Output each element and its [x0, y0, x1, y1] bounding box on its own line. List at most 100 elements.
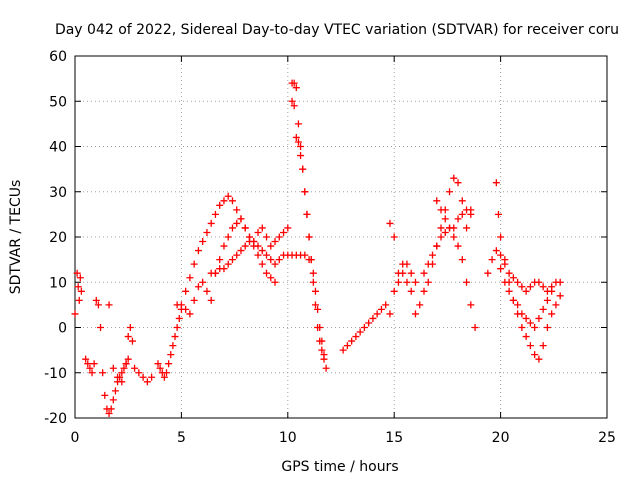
series-arc-2: [82, 296, 132, 417]
series-arc-5: [173, 215, 292, 318]
axis-ticks: 0 5 10 15 20 25 -20 -10 0 10 20 30 40 50 60: [44, 49, 616, 446]
data-point: [343, 342, 351, 350]
data-point: [526, 319, 534, 327]
y-tick-label: 20: [49, 230, 67, 246]
data-point: [373, 310, 381, 318]
series-arc-4: [154, 192, 279, 381]
data-point: [254, 228, 262, 236]
data-point: [258, 260, 266, 268]
data-point: [484, 269, 492, 277]
data-point: [437, 233, 445, 241]
data-point: [501, 256, 509, 264]
data-point: [118, 378, 126, 386]
data-point: [182, 287, 190, 295]
data-point: [497, 251, 505, 259]
data-point: [199, 238, 207, 246]
data-point: [139, 373, 147, 381]
data-point: [94, 301, 102, 309]
data-point: [509, 274, 517, 282]
data-point: [463, 206, 471, 214]
data-point: [463, 278, 471, 286]
data-point: [543, 296, 551, 304]
data-point: [254, 251, 262, 259]
data-point: [535, 355, 543, 363]
x-tick-label: 20: [492, 430, 510, 446]
data-point: [535, 278, 543, 286]
series-arc-8: [288, 97, 328, 359]
data-point: [556, 278, 564, 286]
y-tick-label: 0: [58, 321, 67, 337]
data-point: [190, 296, 198, 304]
data-point: [90, 360, 98, 368]
data-point: [175, 314, 183, 322]
data-point: [267, 274, 275, 282]
y-tick-label: -20: [44, 411, 67, 427]
data-point: [186, 310, 194, 318]
data-point: [420, 287, 428, 295]
data-point: [305, 233, 313, 241]
data-point: [429, 251, 437, 259]
data-point: [258, 224, 266, 232]
data-point: [207, 296, 215, 304]
data-point: [275, 256, 283, 264]
data-point: [71, 310, 79, 318]
data-point: [124, 333, 132, 341]
data-point: [309, 278, 317, 286]
data-point: [433, 197, 441, 205]
data-point: [258, 247, 266, 255]
series-arc-3: [105, 301, 156, 386]
y-tick-label: 40: [49, 140, 67, 156]
data-point: [275, 233, 283, 241]
data-point: [211, 269, 219, 277]
data-point: [505, 269, 513, 277]
data-point: [531, 324, 539, 331]
data-point: [124, 355, 132, 363]
data-point: [394, 278, 402, 286]
x-tick-label: 25: [598, 430, 616, 446]
data-point: [154, 360, 162, 368]
data-point: [92, 296, 100, 304]
data-point: [297, 152, 305, 160]
data-point: [220, 197, 228, 205]
data-point: [86, 364, 94, 372]
data-point: [109, 396, 117, 404]
data-point: [75, 296, 83, 304]
data-point: [211, 210, 219, 218]
data-point: [318, 337, 326, 345]
data-point: [267, 256, 275, 264]
data-point: [458, 256, 466, 264]
data-point: [348, 337, 356, 345]
data-point: [394, 269, 402, 277]
data-point: [433, 242, 441, 250]
data-point: [290, 102, 298, 110]
data-point: [377, 305, 385, 313]
series-arc-12: [433, 197, 475, 232]
data-point: [514, 278, 522, 286]
data-point: [463, 224, 471, 232]
data-point: [203, 228, 211, 236]
data-point: [441, 215, 449, 223]
data-point: [548, 310, 556, 318]
data-point: [128, 337, 136, 345]
data-point: [424, 278, 432, 286]
data-point: [284, 224, 292, 232]
data-point: [143, 378, 151, 386]
data-point: [522, 333, 530, 341]
data-point: [407, 287, 415, 295]
data-point: [360, 324, 368, 331]
data-point: [467, 301, 475, 309]
x-axis-label: GPS time / hours: [281, 459, 398, 475]
data-point: [163, 369, 171, 377]
data-point: [263, 269, 271, 277]
data-point: [303, 210, 311, 218]
data-point: [292, 133, 300, 141]
data-point: [411, 278, 419, 286]
data-point: [228, 224, 236, 232]
data-point: [88, 369, 96, 377]
data-point: [316, 324, 324, 331]
data-point: [107, 405, 115, 413]
series-arc-15: [497, 265, 556, 331]
data-point: [522, 314, 530, 322]
data-point: [237, 247, 245, 255]
